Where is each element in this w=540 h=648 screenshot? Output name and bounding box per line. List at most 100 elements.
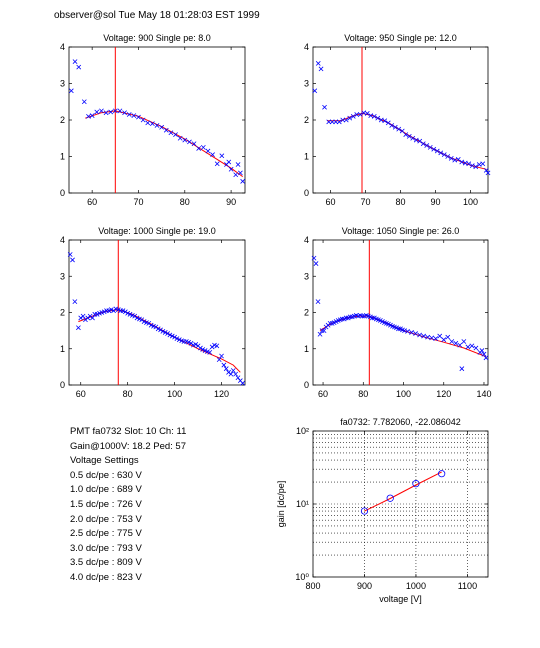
voltage-settings-title: Voltage Settings [70, 455, 139, 467]
data-point-x [221, 362, 227, 368]
data-point-x [112, 108, 118, 114]
y-tick-label: 0 [304, 188, 309, 198]
x-tick-label: 90 [226, 197, 236, 207]
data-point-x [312, 88, 318, 94]
data-point-x [90, 315, 95, 321]
data-point-x [126, 112, 132, 117]
data-point-x [233, 172, 239, 178]
fit-curve [364, 471, 442, 512]
data-point-x [207, 349, 213, 355]
data-point-x [182, 137, 188, 143]
data-point-x [162, 330, 168, 335]
data-point-x [240, 178, 246, 184]
data-point-x [154, 123, 160, 128]
data-point-x [457, 342, 463, 348]
y-tick-label: 2 [60, 115, 65, 125]
data-point-x [473, 345, 479, 351]
data-point-x [198, 345, 203, 351]
data-point-x [340, 117, 346, 123]
data-point-x [420, 141, 426, 147]
x-tick-label: 800 [305, 581, 320, 591]
data-point-x [72, 299, 78, 305]
data-point-x [86, 113, 91, 119]
data-point-x [210, 152, 215, 158]
data-point-x [462, 160, 468, 166]
voltage-setting-item: 3.5 dc/pe : 809 V [70, 557, 142, 569]
data-point-x [176, 337, 182, 343]
data-point-x [219, 353, 224, 359]
data-point-x [382, 118, 388, 124]
data-point-x [483, 355, 489, 361]
x-tick-label: 80 [123, 389, 133, 399]
x-tick-label: 1100 [458, 581, 477, 591]
data-point-x [237, 170, 243, 176]
pmt-id-line: PMT fa0732 Slot: 10 Ch: 11 [70, 426, 187, 437]
x-tick-label: 900 [357, 581, 372, 591]
data-point-x [214, 343, 220, 349]
data-point-x [441, 337, 447, 343]
y-tick-label: 1 [60, 152, 65, 162]
x-tick-label: 140 [476, 389, 491, 399]
data-point-x [216, 357, 222, 363]
data-point-x [429, 335, 435, 341]
data-point-x [369, 315, 375, 321]
data-point-x [99, 108, 104, 114]
data-point-x [163, 127, 169, 133]
data-point-x [202, 348, 208, 353]
data-point-x [122, 110, 127, 116]
data-point-x [230, 368, 236, 373]
data-point-x [406, 134, 412, 139]
y-tick-label: 2 [304, 115, 309, 125]
data-point-x [125, 310, 131, 316]
data-point-x [473, 164, 479, 170]
data-point-x [321, 328, 327, 334]
data-point-x [417, 138, 423, 144]
data-point-x [343, 315, 349, 321]
x-tick-label: 100 [167, 389, 182, 399]
data-point-x [318, 66, 324, 72]
data-point-x [240, 380, 246, 386]
data-point-x [327, 320, 333, 326]
data-point-x [233, 371, 238, 377]
data-point-x [329, 119, 335, 125]
data-point-x [127, 311, 133, 317]
data-point-x [172, 334, 177, 340]
data-point-x [89, 113, 95, 119]
data-point-x [76, 64, 82, 70]
data-point-x [485, 170, 491, 176]
x-tick-label: 100 [396, 389, 411, 399]
y-tick-label: 10⁰ [295, 572, 309, 582]
voltage-setting-item: 2.0 dc/pe : 753 V [70, 513, 142, 525]
data-point-x [465, 344, 471, 350]
data-point-x [483, 167, 489, 173]
x-axis-label: voltage [V] [379, 594, 422, 604]
data-point-x [122, 309, 128, 315]
data-point-x [433, 336, 439, 341]
plot-frame [68, 46, 246, 194]
y-tick-label: 1 [304, 152, 309, 162]
data-point-x [186, 339, 192, 345]
data-point-x [169, 333, 175, 339]
data-point-x [480, 161, 486, 167]
chart-panel-950v: 60 70 80 90 100 0 1 2 3 4 Voltage: 950 Single pe: … [304, 33, 491, 207]
data-point-x [378, 117, 384, 123]
data-point-x [191, 141, 197, 147]
pmt-info-block: PMT fa0732 Slot: 10 Ch: 11 Gain@1000V: 1… [70, 425, 186, 586]
data-point-x [403, 132, 409, 137]
x-tick-label: 70 [360, 197, 370, 207]
x-tick-label: 60 [87, 197, 97, 207]
data-point-x [117, 108, 123, 114]
y-tick-label: 0 [60, 380, 65, 390]
data-point-x [437, 333, 443, 339]
chart-panel-1050v: 60 80 100 120 140 0 1 2 3 4 Voltage: 1050 Single p… [304, 226, 492, 399]
y-tick-label: 1 [60, 344, 65, 354]
data-point-x [357, 112, 363, 117]
data-point-x [205, 148, 211, 154]
plot-frame [312, 239, 489, 386]
y-tick-label: 3 [60, 79, 65, 89]
data-point-x [413, 137, 419, 143]
data-point-x [81, 99, 87, 105]
data-point-x [448, 155, 454, 161]
chart-title: Voltage: 900 Single pe: 8.0 [103, 33, 211, 43]
data-point-x [235, 162, 241, 167]
